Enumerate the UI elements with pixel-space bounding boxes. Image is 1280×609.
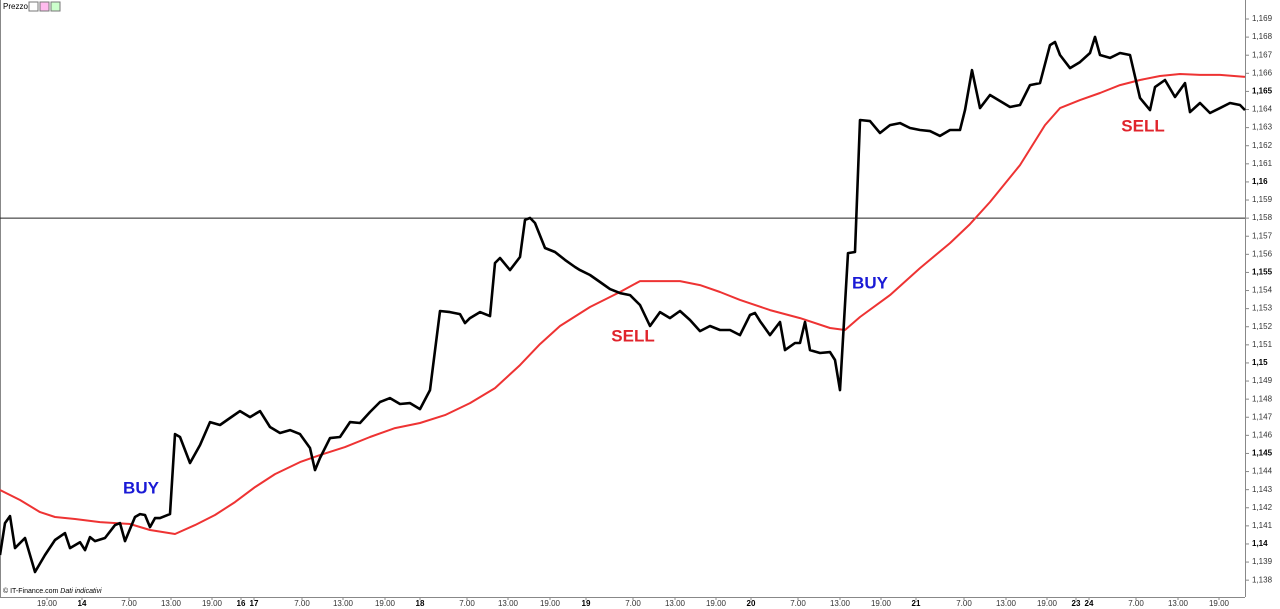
y-tick-label: 1,158 — [1252, 213, 1273, 222]
y-tick-label: 1,151 — [1252, 340, 1273, 349]
annotation: BUY — [123, 478, 160, 497]
y-tick-label: 1,14 — [1252, 539, 1268, 548]
footer-source: © IT-Finance.com — [3, 587, 59, 595]
price-line — [0, 35, 1246, 574]
x-tick-label: 13.00 — [665, 599, 686, 608]
y-tick-label: 1,148 — [1252, 394, 1273, 403]
y-tick-label: 1,164 — [1252, 105, 1273, 114]
y-tick-label: 1,16 — [1252, 177, 1268, 186]
x-tick-label: 19 — [582, 599, 591, 608]
y-tick-label: 1,139 — [1252, 557, 1273, 566]
annotation: SELL — [611, 326, 654, 345]
y-tick-label: 1,159 — [1252, 195, 1273, 204]
icon[interactable] — [50, 1, 61, 12]
footer-note: Dati indicativi — [60, 588, 102, 595]
y-tick-label: 1,146 — [1252, 430, 1273, 439]
x-tick-label: 24 — [1085, 599, 1094, 608]
x-tick-label: 13.00 — [996, 599, 1017, 608]
x-tick-label: 21 — [912, 599, 921, 608]
annotation: SELL — [1121, 116, 1164, 135]
x-tick-label: 19.00 — [1209, 599, 1230, 608]
x-tick-label: 19.00 — [540, 599, 561, 608]
y-tick-label: 1,138 — [1252, 575, 1273, 584]
x-tick-label: 19.00 — [375, 599, 396, 608]
x-tick-label: 7.00 — [459, 599, 475, 608]
x-tick-label: 19.00 — [37, 599, 58, 608]
x-tick-label: 23 — [1072, 599, 1081, 608]
x-tick-label: 13.00 — [830, 599, 851, 608]
y-tick-label: 1,144 — [1252, 467, 1273, 476]
y-tick-label: 1,155 — [1252, 268, 1273, 277]
y-tick-label: 1,141 — [1252, 521, 1273, 530]
x-tick-label: 13.00 — [161, 599, 182, 608]
x-tick-label: 19.00 — [871, 599, 892, 608]
footer: © IT-Finance.com Dati indicativi — [3, 587, 102, 595]
x-tick-label: 13.00 — [498, 599, 519, 608]
y-tick-label: 1,165 — [1252, 87, 1273, 96]
x-tick-label: 7.00 — [121, 599, 137, 608]
price-line — [0, 73, 1246, 535]
x-tick-label: 13.00 — [333, 599, 354, 608]
y-tick-label: 1,142 — [1252, 503, 1273, 512]
x-tick-label: 19.00 — [706, 599, 727, 608]
x-tick-label: 17 — [250, 599, 259, 608]
x-tick-label: 7.00 — [625, 599, 641, 608]
panel-title: Prezzo — [3, 2, 28, 11]
y-tick-label: 1,169 — [1252, 14, 1273, 23]
y-tick-label: 1,15 — [1252, 358, 1268, 367]
y-tick-label: 1,163 — [1252, 123, 1273, 132]
x-tick-label: 7.00 — [1128, 599, 1144, 608]
y-tick-label: 1,167 — [1252, 50, 1273, 59]
y-tick-label: 1,161 — [1252, 159, 1273, 168]
x-tick-label: 16 — [237, 599, 246, 608]
x-tick-label: 14 — [78, 599, 87, 608]
x-tick-label: 7.00 — [294, 599, 310, 608]
y-tick-label: 1,143 — [1252, 485, 1273, 494]
y-tick-label: 1,153 — [1252, 304, 1273, 313]
x-tick-label: 19.00 — [1037, 599, 1058, 608]
x-tick-label: 13.00 — [1168, 599, 1189, 608]
icon[interactable] — [39, 1, 50, 12]
y-tick-label: 1,166 — [1252, 68, 1273, 77]
x-tick-label: 7.00 — [790, 599, 806, 608]
panel-icons — [28, 1, 61, 12]
y-tick-label: 1,149 — [1252, 376, 1273, 385]
y-tick-label: 1,162 — [1252, 141, 1273, 150]
y-tick-label: 1,157 — [1252, 231, 1273, 240]
icon[interactable] — [28, 1, 39, 12]
x-tick-label: 19.00 — [202, 599, 223, 608]
y-tick-label: 1,147 — [1252, 412, 1273, 421]
x-tick-label: 20 — [747, 599, 756, 608]
y-tick-label: 1,152 — [1252, 322, 1273, 331]
y-tick-label: 1,156 — [1252, 249, 1273, 258]
y-tick-label: 1,154 — [1252, 286, 1273, 295]
y-tick-label: 1,145 — [1252, 449, 1273, 458]
x-tick-label: 7.00 — [956, 599, 972, 608]
y-tick-label: 1,168 — [1252, 32, 1273, 41]
annotation: BUY — [852, 273, 889, 292]
x-tick-label: 18 — [416, 599, 425, 608]
